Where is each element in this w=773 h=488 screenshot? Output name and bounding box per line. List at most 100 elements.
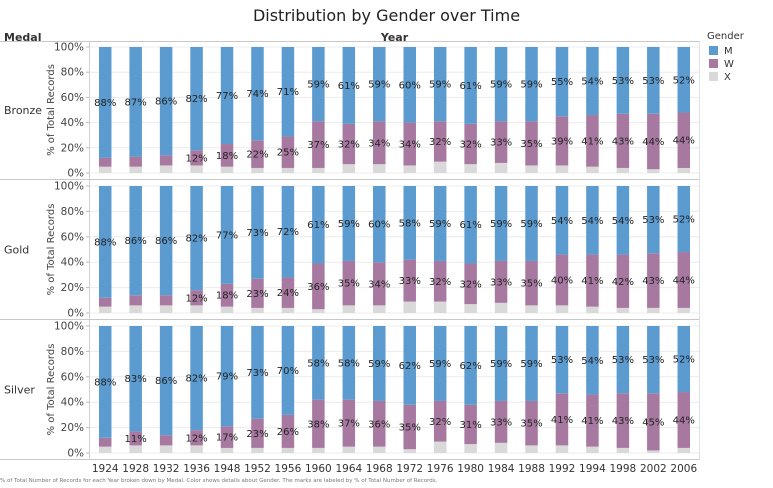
bar-w bbox=[433, 121, 447, 162]
bar-m bbox=[586, 47, 599, 116]
data-label-w: 45% bbox=[642, 417, 664, 428]
y-tick-label: 80% bbox=[61, 67, 84, 79]
data-label-w: 23% bbox=[246, 289, 268, 300]
bar-w bbox=[159, 295, 173, 306]
legend-item-x[interactable]: X bbox=[709, 72, 731, 84]
bar-x bbox=[373, 305, 386, 313]
data-label-m: 53% bbox=[642, 215, 664, 226]
data-label-w: 40% bbox=[551, 275, 573, 286]
footnote: % of Total Number of Records for each Ye… bbox=[0, 478, 438, 484]
data-label-w: 32% bbox=[429, 137, 451, 148]
bar-m bbox=[433, 47, 447, 122]
bar-w bbox=[312, 399, 325, 448]
data-label-m: 86% bbox=[155, 97, 177, 108]
bar-x bbox=[433, 441, 447, 453]
bar-w bbox=[586, 115, 599, 167]
data-label-m: 52% bbox=[673, 355, 695, 366]
data-label-m: 58% bbox=[399, 218, 421, 229]
data-label-m: 52% bbox=[673, 75, 695, 86]
bar-x bbox=[464, 164, 477, 173]
bar-x bbox=[403, 301, 416, 313]
data-label-m: 59% bbox=[520, 219, 542, 230]
data-label-w: 32% bbox=[460, 279, 482, 290]
data-label-w: 26% bbox=[277, 427, 299, 438]
data-label-m: 54% bbox=[612, 216, 634, 227]
y-tick-label: 20% bbox=[61, 282, 84, 294]
data-label-m: 88% bbox=[94, 377, 116, 388]
bar-w bbox=[159, 155, 173, 166]
data-label-w: 42% bbox=[612, 277, 634, 288]
bar-x bbox=[433, 161, 447, 173]
bar-w bbox=[525, 260, 538, 306]
bar-w bbox=[555, 393, 569, 446]
data-label-w: 11% bbox=[125, 434, 147, 445]
data-label-m: 58% bbox=[307, 358, 329, 369]
data-label-w: 44% bbox=[673, 275, 695, 286]
bar-w bbox=[312, 263, 325, 310]
x-tick-label: 1948 bbox=[214, 463, 241, 475]
bar-w bbox=[281, 136, 295, 168]
data-label-m: 61% bbox=[338, 81, 360, 92]
bar-x bbox=[220, 306, 234, 313]
bar-x bbox=[525, 445, 538, 453]
bar-m bbox=[555, 47, 569, 117]
data-label-w: 18% bbox=[216, 151, 238, 162]
bar-m bbox=[647, 186, 660, 254]
x-tick-label: 1980 bbox=[457, 463, 484, 475]
bar-w bbox=[525, 121, 538, 166]
data-label-m: 86% bbox=[155, 236, 177, 247]
y-tick-label: 40% bbox=[61, 257, 84, 269]
bar-m bbox=[129, 326, 142, 432]
bar-m bbox=[616, 47, 630, 114]
data-label-w: 44% bbox=[673, 415, 695, 426]
data-label-m: 82% bbox=[185, 374, 207, 385]
bar-x bbox=[342, 164, 356, 173]
bar-m bbox=[312, 47, 325, 122]
data-label-m: 54% bbox=[581, 356, 603, 367]
bar-x bbox=[494, 442, 508, 453]
data-label-m: 60% bbox=[368, 220, 390, 231]
data-label-m: 61% bbox=[307, 220, 329, 231]
bar-m bbox=[494, 326, 508, 401]
y-tick-label: 60% bbox=[61, 371, 84, 383]
data-label-m: 88% bbox=[94, 98, 116, 109]
data-label-m: 59% bbox=[429, 359, 451, 370]
bar-x bbox=[525, 305, 538, 313]
bar-m bbox=[129, 47, 142, 157]
bar-m bbox=[555, 186, 569, 255]
data-label-m: 60% bbox=[399, 80, 421, 91]
bar-x bbox=[251, 447, 264, 453]
data-label-w: 38% bbox=[307, 419, 329, 430]
bar-m bbox=[403, 186, 416, 260]
bar-w bbox=[98, 437, 112, 447]
data-label-m: 74% bbox=[246, 89, 268, 100]
y-tick-label: 0% bbox=[67, 448, 84, 460]
bar-m bbox=[220, 47, 234, 145]
x-tick-label: 1976 bbox=[427, 463, 454, 475]
bar-w bbox=[555, 254, 569, 306]
bar-x bbox=[464, 444, 477, 453]
bar-w bbox=[464, 263, 477, 305]
bar-x bbox=[677, 307, 691, 313]
bar-x bbox=[312, 309, 325, 313]
bar-w bbox=[494, 260, 508, 303]
bar-w bbox=[342, 123, 356, 165]
data-label-m: 59% bbox=[429, 219, 451, 230]
legend-item-m[interactable]: M bbox=[709, 46, 733, 58]
bar-x bbox=[190, 165, 203, 173]
bar-w bbox=[251, 140, 264, 168]
data-label-w: 41% bbox=[581, 416, 603, 427]
data-label-m: 83% bbox=[125, 374, 147, 385]
bar-x bbox=[586, 306, 599, 313]
legend-item-w[interactable]: W bbox=[709, 59, 734, 71]
data-label-m: 59% bbox=[429, 80, 451, 91]
data-label-m: 77% bbox=[216, 230, 238, 241]
data-label-m: 87% bbox=[125, 97, 147, 108]
data-label-w: 23% bbox=[246, 429, 268, 440]
bar-m bbox=[373, 326, 386, 401]
bar-w bbox=[281, 414, 295, 448]
data-label-w: 33% bbox=[399, 276, 421, 287]
data-label-m: 59% bbox=[490, 359, 512, 370]
bar-w bbox=[281, 277, 295, 308]
data-label-w: 33% bbox=[490, 138, 512, 149]
